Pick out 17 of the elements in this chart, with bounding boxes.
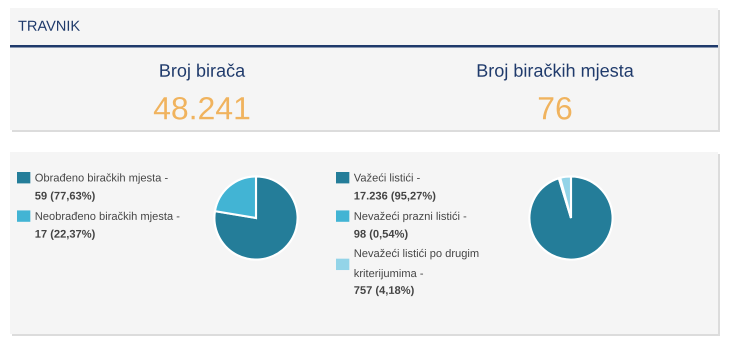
data-label: 17 (22,37%) (35, 230, 95, 240)
legend-label: Neobrađeno biračkih mjesta - (36, 212, 180, 222)
data-label: 757 (4,18%) (354, 286, 414, 296)
data-label: 17.236 (95,27%) (354, 191, 436, 202)
data-label: 59 (77,63%) (35, 191, 95, 202)
text: 76 (538, 96, 572, 120)
legend-label: Važeći listići - (354, 173, 420, 182)
pie-slice (213, 175, 299, 261)
data-label: 98 (0,54%) (354, 230, 408, 240)
legend-label: Nevažeći listići po drugim kriterijumima - (354, 248, 478, 280)
text: Broj biračkih mjesta (478, 64, 634, 80)
text: TRAVNIK (18, 20, 80, 31)
text: 48.241 (154, 96, 250, 120)
pie-slice (528, 175, 614, 261)
text: Broj birača (160, 64, 246, 80)
legend-label: Nevažeći prazni listići - (354, 212, 466, 222)
legend-label: Obrađeno biračkih mjesta - (35, 173, 168, 184)
